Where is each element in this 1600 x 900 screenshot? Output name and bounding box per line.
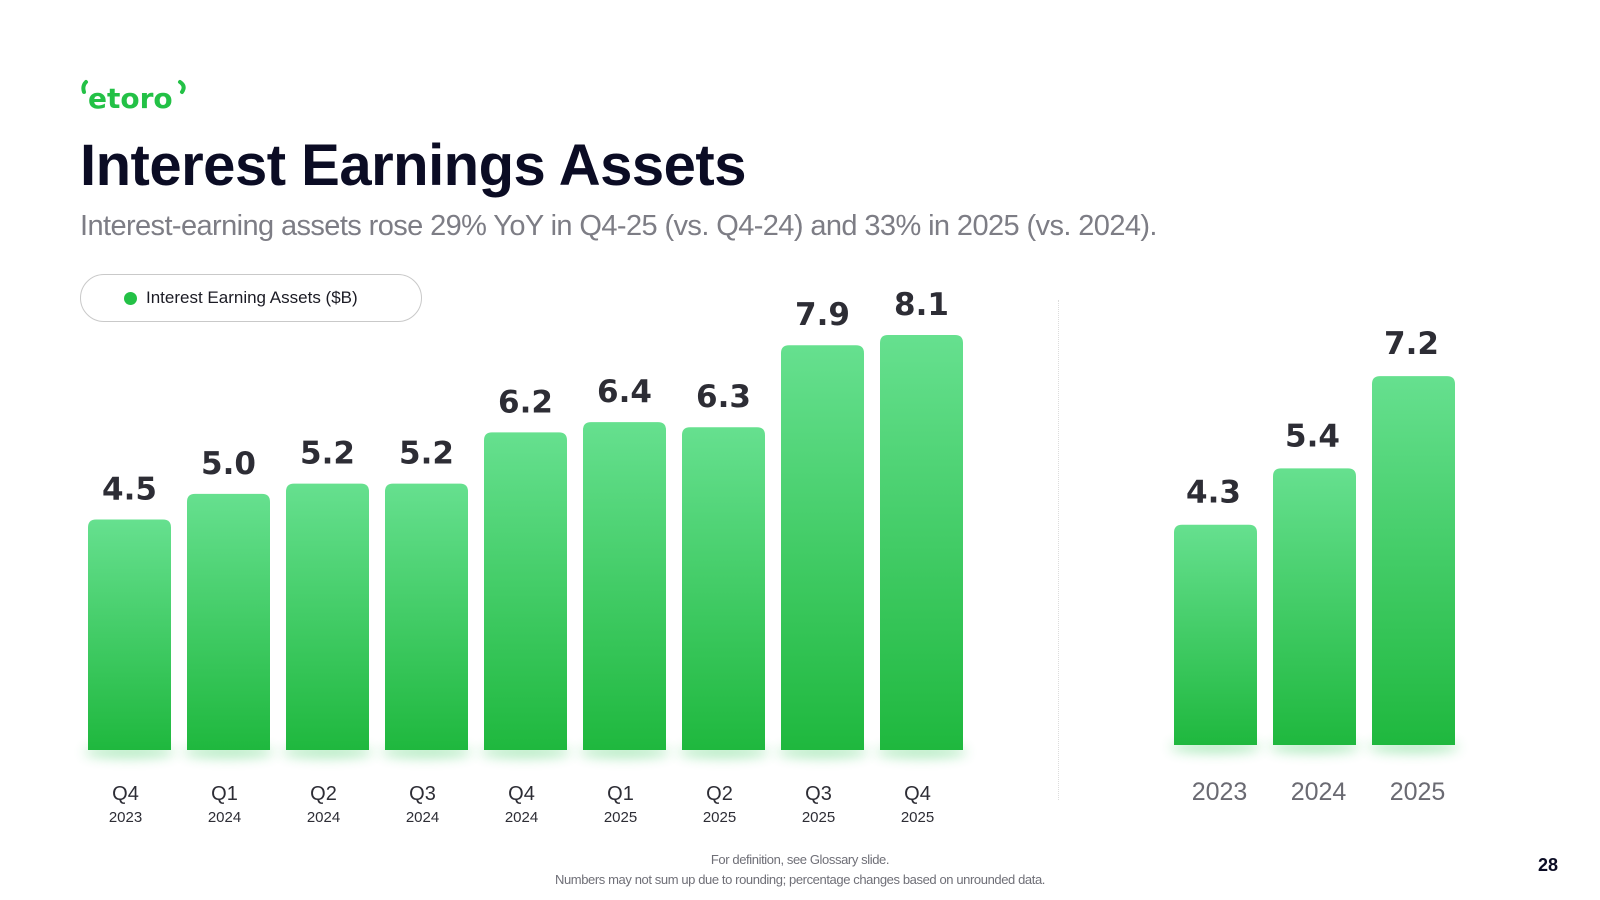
footnote-rounding: Numbers may not sum up due to rounding; … — [554, 872, 1046, 887]
bar-q3-2024 — [385, 483, 468, 750]
page-title: Interest Earnings Assets — [80, 133, 747, 198]
bar-q2-2025 — [682, 427, 765, 750]
bar-value-label: 4.5 — [102, 471, 157, 507]
x-tick-quarter: Q1 — [607, 783, 634, 805]
bar-2025 — [1372, 376, 1455, 745]
bar-q4-2025 — [880, 335, 963, 750]
x-tick-year: 2025 — [802, 809, 835, 826]
x-tick-year: 2024 — [307, 809, 340, 826]
x-tick-year: 2024 — [505, 809, 538, 826]
x-tick-quarter: Q3 — [805, 783, 832, 805]
annual-chart: 4.3 2023 5.4 2024 7.2 2025 — [1170, 326, 1459, 806]
x-tick-year: 2025 — [901, 809, 934, 826]
page-subtitle: Interest-earning assets rose 29% YoY in … — [80, 210, 1157, 242]
bar-value-label: 5.4 — [1285, 418, 1340, 454]
footnote-definition: For definition, see Glossary slide. — [710, 852, 890, 867]
bar-q4-2024 — [484, 432, 567, 750]
x-tick-year: 2025 — [1390, 778, 1446, 806]
x-tick-year: 2024 — [406, 809, 439, 826]
bar-q4-2023 — [88, 519, 171, 750]
bar-value-label: 5.2 — [399, 436, 454, 472]
x-tick-year: 2023 — [1192, 778, 1248, 806]
bar-value-label: 7.2 — [1384, 326, 1439, 362]
x-tick-quarter: Q2 — [310, 783, 337, 805]
bar-value-label: 6.4 — [597, 374, 652, 410]
chart-divider — [1058, 300, 1059, 800]
bar-2024 — [1273, 468, 1356, 745]
x-tick-quarter: Q1 — [211, 783, 238, 805]
bar-q1-2025 — [583, 422, 666, 750]
page-number: 28 — [1538, 855, 1559, 875]
quarterly-chart: 4.5 Q4 2023 5.0 Q1 2024 5.2 Q2 2024 5.2 Q3 2024 6.2 Q… — [84, 287, 967, 826]
bar-value-label: 5.0 — [201, 446, 256, 482]
x-tick-year: 2024 — [1291, 778, 1347, 806]
legend-label: Interest Earning Assets ($B) — [146, 288, 358, 307]
x-tick-quarter: Q4 — [508, 783, 535, 805]
bar-value-label: 6.3 — [696, 379, 751, 415]
x-tick-quarter: Q4 — [904, 783, 931, 805]
logo-wordmark: etoro — [88, 82, 173, 115]
bar-q1-2024 — [187, 493, 270, 750]
bar-q2-2024 — [286, 483, 369, 750]
legend-swatch — [124, 291, 137, 305]
x-tick-year: 2024 — [208, 809, 241, 826]
etoro-logo: etoro — [81, 80, 186, 115]
bar-value-label: 7.9 — [795, 297, 850, 333]
x-tick-quarter: Q4 — [112, 783, 139, 805]
bar-q3-2025 — [781, 345, 864, 750]
bar-value-label: 4.3 — [1186, 475, 1241, 511]
x-tick-quarter: Q2 — [706, 783, 733, 805]
bar-value-label: 6.2 — [498, 384, 553, 420]
x-tick-year: 2023 — [109, 809, 142, 826]
chart-legend: Interest Earning Assets ($B) — [80, 274, 422, 322]
bar-value-label: 5.2 — [300, 436, 355, 472]
bar-value-label: 8.1 — [894, 287, 949, 323]
x-tick-year: 2025 — [703, 809, 736, 826]
bar-2023 — [1174, 524, 1257, 745]
x-tick-quarter: Q3 — [409, 783, 436, 805]
x-tick-year: 2025 — [604, 809, 637, 826]
